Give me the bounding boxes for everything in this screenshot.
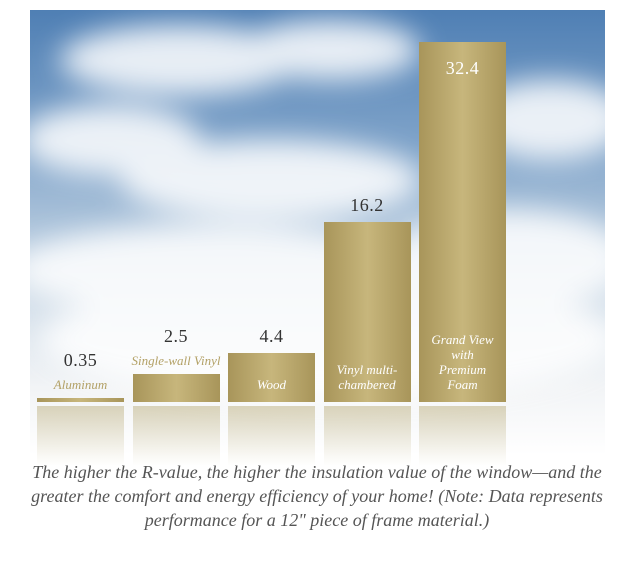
bar (37, 398, 124, 402)
category-label: Single-wall Vinyl (131, 353, 221, 369)
value-label: 16.2 (350, 195, 384, 215)
category-label: Aluminum (53, 377, 108, 393)
bar (419, 42, 506, 402)
category-label: Vinyl multi-chambered (336, 362, 398, 392)
bar-reflection (323, 406, 411, 466)
caption: The higher the R-value, the higher the i… (31, 462, 603, 530)
bar-reflection (132, 406, 220, 466)
bar (132, 374, 220, 402)
value-label: 32.4 (445, 58, 480, 78)
value-label: 2.5 (164, 326, 188, 347)
bar (323, 222, 411, 402)
category-label: Grand View with Premium Foam (431, 332, 494, 392)
bar-reflection (419, 406, 506, 466)
bar-reflection (37, 406, 124, 466)
value-label: 0.35 (63, 350, 98, 371)
category-label: Wood (256, 377, 287, 392)
bar (228, 353, 315, 402)
value-label: 4.4 (259, 326, 284, 347)
bar-reflection (228, 406, 315, 466)
